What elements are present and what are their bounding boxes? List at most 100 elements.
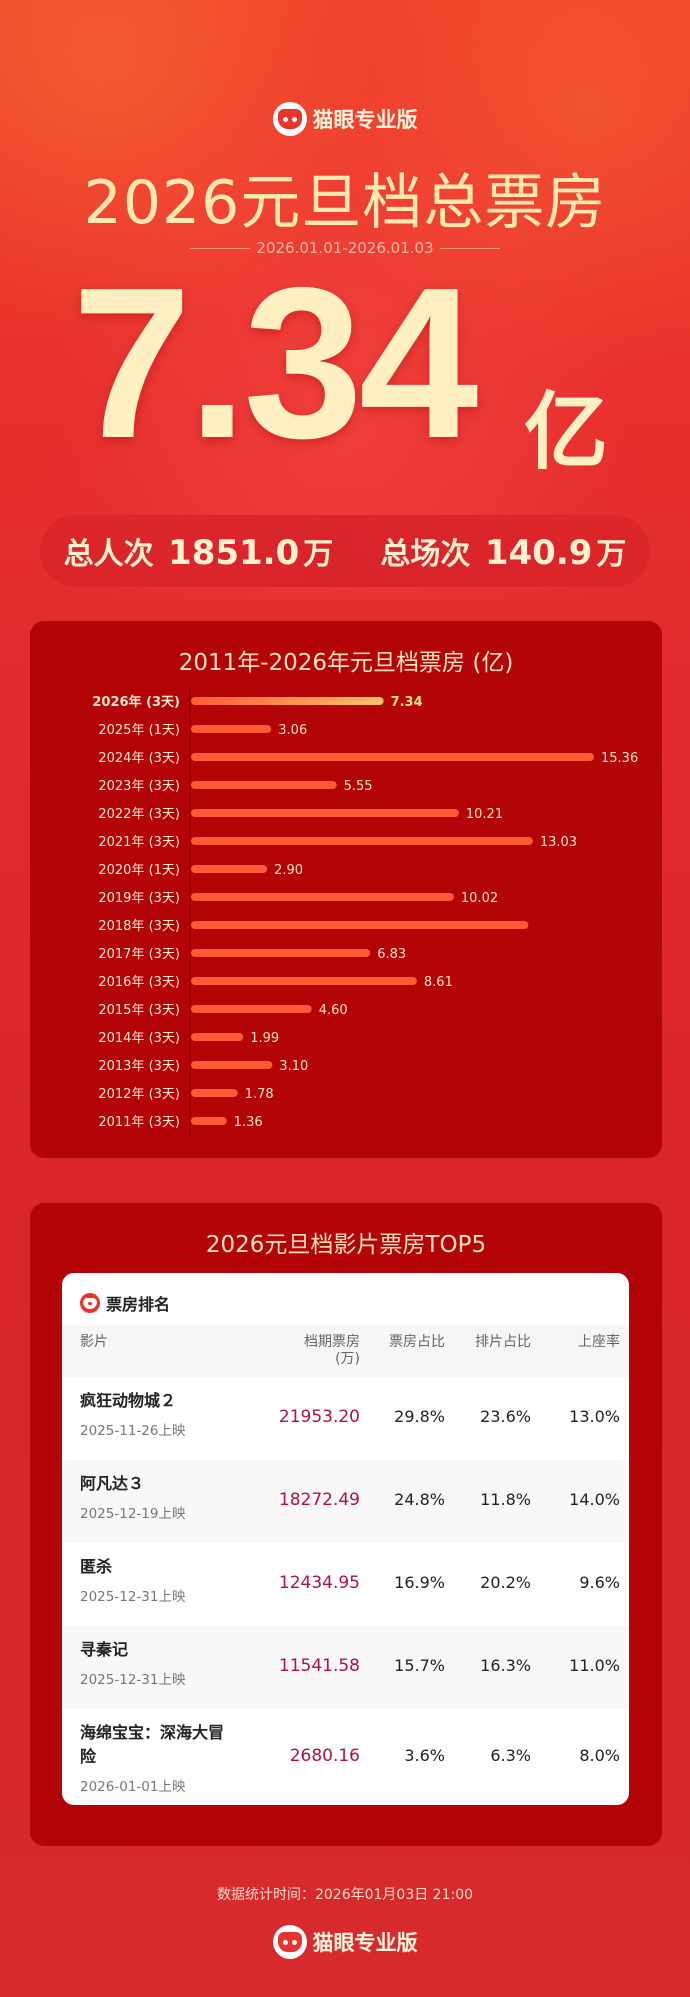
col-show-share: 排片占比	[475, 1334, 531, 1350]
bo-share: 24.8%	[394, 1490, 445, 1509]
top5-title: 2026元旦档影片票房TOP5	[205, 1232, 487, 1258]
box-office: 21953.20	[278, 1407, 360, 1427]
category-label: 2014年 (3天)	[98, 1031, 180, 1046]
data-timestamp: 数据统计时间：2026年01月03日 21:00	[216, 1887, 474, 1903]
history-chart-panel: 2011年-2026年元旦档票房 (亿) 2026年 (3天) 7.34 2025年…	[30, 621, 662, 1158]
cat-logo-icon	[272, 102, 307, 136]
card-title: 票房排名	[106, 1295, 171, 1314]
value-label: 10.02	[461, 891, 498, 906]
stat-unit: 万	[303, 537, 334, 572]
bar	[191, 781, 337, 789]
category-label: 2016年 (3天)	[98, 975, 180, 990]
box-office: 12434.95	[278, 1573, 360, 1593]
category-label: 2023年 (3天)	[98, 779, 180, 794]
value-label: 1.99	[250, 1031, 279, 1046]
value-label: 8.61	[424, 975, 453, 990]
stat-screenings: 总场次 140.9 万	[380, 529, 626, 573]
release-date: 2025-11-26上映	[80, 1423, 186, 1439]
value-label: 3.10	[279, 1059, 308, 1074]
table-row[interactable]: 阿凡达３ 2025-12-19上映 18272.49 24.8% 11.8% 14…	[62, 1460, 629, 1543]
page-title: 2026元旦档总票房	[83, 168, 607, 238]
box-office: 18272.49	[278, 1490, 360, 1510]
stat-value: 140.9	[484, 533, 593, 573]
col-box-office: 档期票房 (万)	[304, 1334, 360, 1367]
stat-label: 总人次	[63, 537, 154, 572]
bar	[191, 753, 594, 761]
bo-share: 29.8%	[394, 1407, 445, 1426]
value-label: 3.06	[278, 723, 307, 738]
bar	[191, 865, 268, 873]
release-date: 2025-12-19上映	[80, 1506, 186, 1522]
film-name: 匿杀	[80, 1557, 113, 1576]
bar	[191, 837, 533, 845]
date-range-text: 2026.01.01-2026.01.03	[256, 239, 434, 257]
table-row[interactable]: 海绵宝宝：深海大冒险 2026-01-01上映 2680.16 3.6% 6.3%…	[62, 1709, 629, 1805]
category-label: 2025年 (1天)	[98, 723, 180, 738]
stats-bar: 总人次 1851.0 万 总场次 140.9 万	[40, 515, 650, 587]
bar-chart: 2026年 (3天) 7.34 2025年 (1天) 3.06 2024年 (3天) 15…	[92, 689, 638, 1136]
stat-admissions: 总人次 1851.0 万	[64, 529, 334, 573]
bo-share: 15.7%	[394, 1656, 445, 1675]
bar	[191, 977, 417, 985]
film-name: 疯狂动物城２	[80, 1391, 177, 1410]
release-date: 2026-01-01上映	[80, 1779, 186, 1795]
value-label: 13.03	[540, 835, 577, 850]
category-label: 2026年 (3天)	[92, 694, 180, 710]
film-name: 阿凡达３	[80, 1474, 145, 1493]
show-share: 16.3%	[480, 1656, 531, 1675]
table-row[interactable]: 匿杀 2025-12-31上映 12434.95 16.9% 20.2% 9.6%	[62, 1543, 629, 1626]
show-share: 6.3%	[490, 1746, 531, 1765]
category-label: 2020年 (1天)	[98, 863, 180, 878]
chart-title: 2011年-2026年元旦档票房 (亿)	[178, 650, 514, 676]
background-glow	[0, 0, 690, 600]
table-row[interactable]: 疯狂动物城２ 2025-11-26上映 21953.20 29.8% 23.6% …	[62, 1377, 629, 1460]
category-label: 2018年 (3天)	[98, 919, 180, 934]
table-header: 影片 档期票房 (万) 票房占比 排片占比 上座率	[62, 1325, 629, 1377]
value-label: 4.60	[319, 1003, 348, 1018]
col-film: 影片	[80, 1334, 108, 1350]
category-label: 2022年 (3天)	[98, 807, 180, 822]
category-label: 2011年 (3天)	[98, 1115, 180, 1130]
occupancy: 14.0%	[569, 1490, 620, 1509]
bar	[191, 725, 272, 733]
category-label: 2021年 (3天)	[98, 835, 180, 850]
bar	[191, 949, 371, 957]
card-header: 票房排名	[80, 1291, 170, 1315]
bar	[191, 921, 529, 929]
total-box-office: 7.34	[72, 242, 478, 483]
value-label: 7.34	[391, 695, 423, 710]
stat-value: 1851.0	[168, 533, 300, 573]
value-label: 5.55	[344, 779, 373, 794]
value-label: 1.78	[245, 1087, 274, 1102]
stat-label: 总场次	[380, 537, 471, 572]
occupancy: 11.0%	[569, 1656, 620, 1675]
value-label: 2.90	[274, 863, 303, 878]
occupancy: 9.6%	[579, 1573, 620, 1592]
total-unit: 亿	[524, 383, 609, 481]
category-label: 2015年 (3天)	[98, 1003, 180, 1018]
col-occupancy: 上座率	[578, 1334, 620, 1350]
bar	[191, 1117, 227, 1125]
box-office: 11541.58	[278, 1656, 360, 1676]
cat-logo-icon	[272, 1925, 307, 1959]
bar	[191, 893, 454, 901]
show-share: 23.6%	[480, 1407, 531, 1426]
table-row[interactable]: 寻秦记 2025-12-31上映 11541.58 15.7% 16.3% 11.…	[62, 1626, 629, 1709]
show-share: 20.2%	[480, 1573, 531, 1592]
value-label: 10.21	[466, 807, 503, 822]
bar	[191, 1061, 273, 1069]
occupancy: 13.0%	[569, 1407, 620, 1426]
ranking-card: 票房排名 影片 档期票房 (万) 票房占比 排片占比 上座率 疯狂动物城２ 202…	[62, 1273, 629, 1805]
value-label: 6.83	[377, 947, 406, 962]
category-label: 2019年 (3天)	[98, 891, 180, 906]
value-label: 1.36	[234, 1115, 263, 1130]
release-date: 2025-12-31上映	[80, 1672, 186, 1688]
occupancy: 8.0%	[579, 1746, 620, 1765]
bar	[191, 697, 384, 705]
category-label: 2024年 (3天)	[98, 751, 180, 766]
category-label: 2013年 (3天)	[98, 1059, 180, 1074]
date-range: 2026.01.01-2026.01.03	[0, 238, 690, 258]
bar	[191, 1033, 244, 1041]
brand-name: 猫眼专业版	[312, 108, 418, 132]
film-name: 寻秦记	[80, 1640, 129, 1659]
